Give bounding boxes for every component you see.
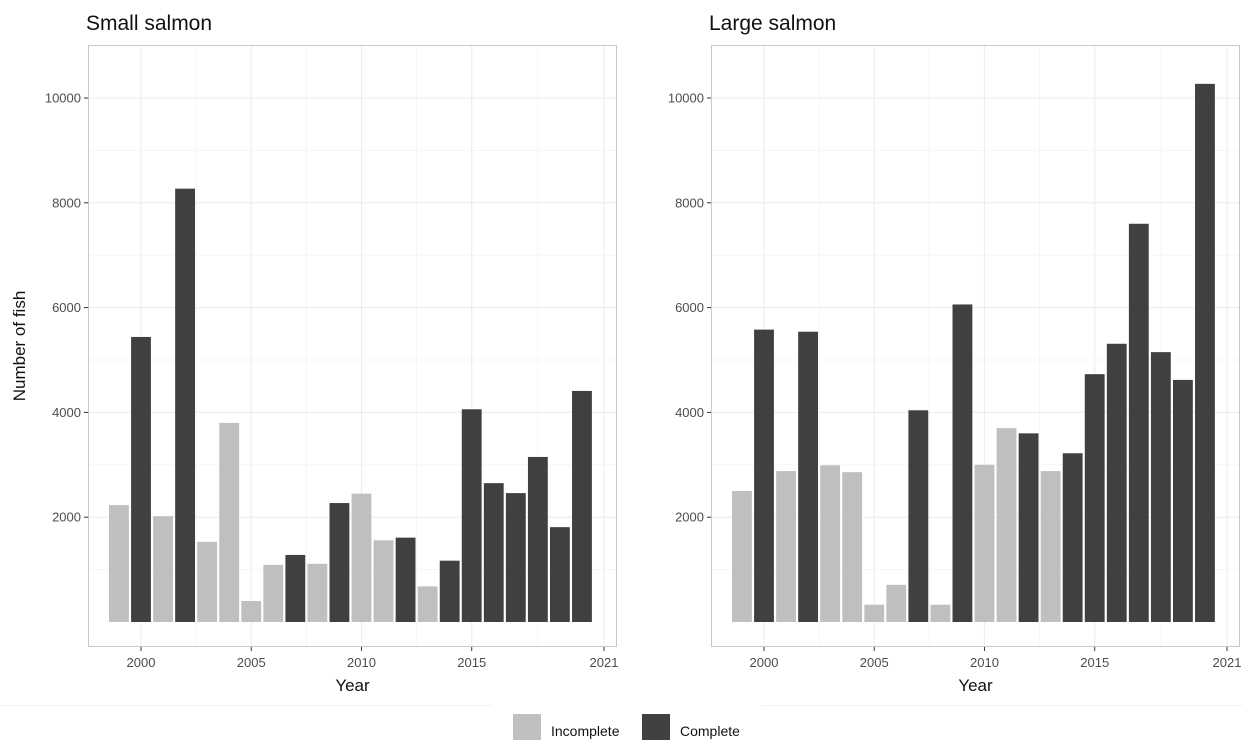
y-tick-label: 10000 xyxy=(45,91,81,106)
bar-2004 xyxy=(842,472,863,622)
bar-2006 xyxy=(886,584,907,622)
legend: Incomplete Complete xyxy=(0,705,1243,740)
x-tick-label: 2000 xyxy=(127,655,156,670)
y-tick-label: 2000 xyxy=(675,510,704,525)
x-tick-label: 2000 xyxy=(750,655,779,670)
bar-2000 xyxy=(131,336,151,622)
bar-2015 xyxy=(461,409,482,622)
x-tick-label: 2010 xyxy=(970,655,999,670)
bar-2010 xyxy=(974,464,995,622)
bar-2014 xyxy=(1062,453,1083,622)
bar-2010 xyxy=(351,493,372,622)
y-tick-label: 8000 xyxy=(675,195,704,210)
bar-2001 xyxy=(153,516,173,622)
bar-2008 xyxy=(307,563,328,622)
bar-2013 xyxy=(417,586,438,622)
bar-2007 xyxy=(908,410,929,622)
bar-1999 xyxy=(109,505,129,622)
bar-2019 xyxy=(1172,379,1193,622)
panel-border xyxy=(88,45,617,647)
panel-title: Small salmon xyxy=(86,12,212,35)
bar-2007 xyxy=(285,554,306,622)
bar-2011 xyxy=(373,540,394,622)
bar-2016 xyxy=(483,483,504,622)
bar-2017 xyxy=(505,493,526,622)
bar-2006 xyxy=(263,564,284,622)
bar-2004 xyxy=(219,422,240,622)
y-tick-label: 10000 xyxy=(668,91,704,106)
bar-2005 xyxy=(864,604,885,622)
bar-2016 xyxy=(1106,343,1127,622)
y-tick-label: 2000 xyxy=(52,510,81,525)
bar-2002 xyxy=(175,188,196,622)
bar-2000 xyxy=(754,329,774,622)
bar-2009 xyxy=(329,503,350,622)
legend-label-incomplete: Incomplete xyxy=(551,723,620,739)
bar-2018 xyxy=(1150,352,1171,622)
bar-2002 xyxy=(798,331,819,622)
bar-2001 xyxy=(776,471,796,622)
panel-title: Large salmon xyxy=(709,12,836,35)
legend-key-complete xyxy=(642,714,670,740)
x-axis-title: Year xyxy=(958,676,993,695)
legend-label-complete: Complete xyxy=(680,723,740,739)
bar-2011 xyxy=(996,428,1017,622)
bar-2018 xyxy=(527,456,548,622)
x-tick-label: 2015 xyxy=(457,655,486,670)
bar-2003 xyxy=(820,465,841,622)
legend-key-incomplete xyxy=(513,714,541,740)
bar-2014 xyxy=(439,560,460,622)
bar-2020 xyxy=(1195,83,1215,623)
bar-2012 xyxy=(1018,433,1039,622)
bar-2012 xyxy=(395,537,416,622)
y-tick-label: 6000 xyxy=(52,300,81,315)
bar-2020 xyxy=(572,390,592,622)
x-tick-label: 2015 xyxy=(1080,655,1109,670)
bar-1999 xyxy=(732,491,752,622)
bar-2003 xyxy=(197,541,218,622)
bar-2005 xyxy=(241,601,262,622)
panel-large-salmon: 2000 4000 6000 8000 10000 2000 2005 2010 2015 202… xyxy=(668,12,1242,695)
y-tick-label: 6000 xyxy=(675,300,704,315)
y-tick-label: 4000 xyxy=(675,405,704,420)
y-axis-title: Number of fish xyxy=(10,291,29,402)
bar-2017 xyxy=(1128,223,1149,622)
x-axis-title: Year xyxy=(335,676,370,695)
y-tick-label: 4000 xyxy=(52,405,81,420)
panel-small-salmon: 2000 4000 6000 8000 10000 2000 2005 2010 2015 202… xyxy=(10,12,618,695)
bar-2019 xyxy=(549,527,570,622)
bar-2008 xyxy=(930,604,951,622)
bar-2009 xyxy=(952,304,973,622)
bar-2015 xyxy=(1084,374,1105,622)
x-tick-label: 2021 xyxy=(1213,655,1242,670)
x-tick-label: 2005 xyxy=(860,655,889,670)
y-tick-label: 8000 xyxy=(52,195,81,210)
x-tick-label: 2005 xyxy=(237,655,266,670)
bar-2013 xyxy=(1040,471,1061,622)
panel-border xyxy=(711,45,1240,647)
x-tick-label: 2021 xyxy=(590,655,619,670)
x-tick-label: 2010 xyxy=(347,655,376,670)
